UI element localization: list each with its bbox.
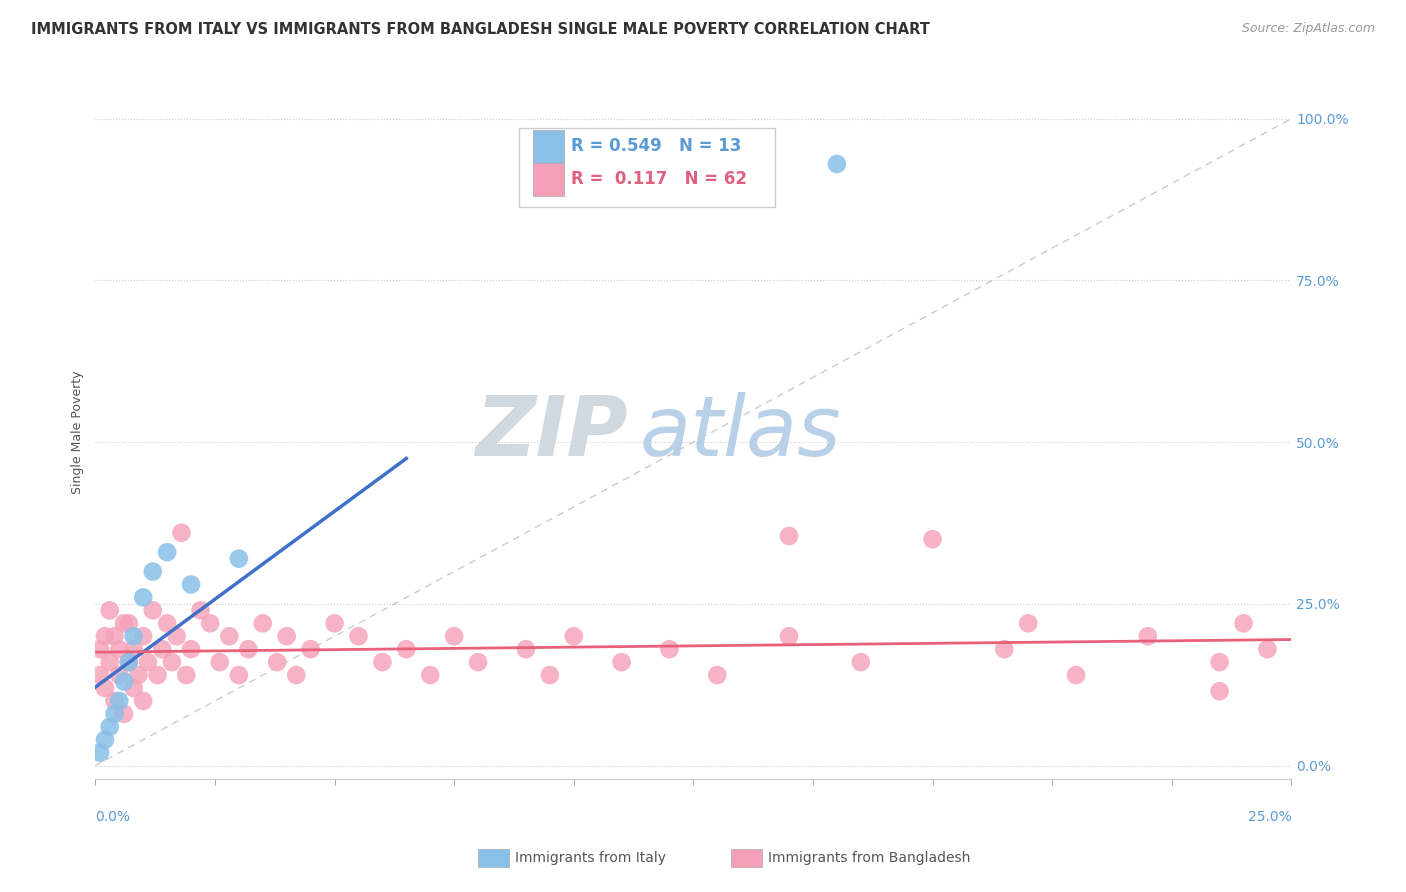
Point — [103, 706, 125, 721]
Point — [228, 551, 250, 566]
Point — [127, 668, 149, 682]
Point — [538, 668, 561, 682]
Text: Source: ZipAtlas.com: Source: ZipAtlas.com — [1241, 22, 1375, 36]
Point — [778, 629, 800, 643]
Point — [921, 532, 943, 546]
Point — [371, 655, 394, 669]
Point — [156, 545, 179, 559]
Text: atlas: atlas — [640, 392, 841, 473]
Point — [1017, 616, 1039, 631]
Point — [238, 642, 260, 657]
Point — [180, 642, 202, 657]
Point — [103, 694, 125, 708]
Point — [112, 616, 135, 631]
Point — [170, 525, 193, 540]
Point — [1064, 668, 1087, 682]
Point — [142, 565, 165, 579]
Point — [299, 642, 322, 657]
Point — [198, 616, 221, 631]
Point — [208, 655, 231, 669]
Point — [1256, 642, 1278, 657]
Point — [658, 642, 681, 657]
Point — [218, 629, 240, 643]
Point — [89, 746, 111, 760]
Point — [160, 655, 183, 669]
Point — [166, 629, 188, 643]
Point — [1232, 616, 1254, 631]
Point — [190, 603, 212, 617]
Point — [150, 642, 173, 657]
Point — [610, 655, 633, 669]
Point — [108, 694, 131, 708]
Point — [1208, 655, 1230, 669]
Point — [94, 732, 117, 747]
Point — [118, 616, 141, 631]
Y-axis label: Single Male Poverty: Single Male Poverty — [72, 371, 84, 494]
Point — [467, 655, 489, 669]
Point — [112, 706, 135, 721]
Point — [778, 529, 800, 543]
Point — [103, 629, 125, 643]
Text: Immigrants from Bangladesh: Immigrants from Bangladesh — [768, 851, 970, 865]
Point — [228, 668, 250, 682]
Point — [1208, 684, 1230, 698]
Point — [146, 668, 169, 682]
Point — [98, 603, 121, 617]
Point — [112, 674, 135, 689]
Text: R = 0.549   N = 13: R = 0.549 N = 13 — [571, 136, 742, 155]
Point — [180, 577, 202, 591]
Text: R =  0.117   N = 62: R = 0.117 N = 62 — [571, 170, 748, 188]
Point — [108, 642, 131, 657]
Text: Immigrants from Italy: Immigrants from Italy — [515, 851, 665, 865]
Text: IMMIGRANTS FROM ITALY VS IMMIGRANTS FROM BANGLADESH SINGLE MALE POVERTY CORRELAT: IMMIGRANTS FROM ITALY VS IMMIGRANTS FROM… — [31, 22, 929, 37]
Point — [266, 655, 288, 669]
Point — [108, 668, 131, 682]
Text: 0.0%: 0.0% — [96, 810, 131, 823]
Point — [136, 655, 159, 669]
Point — [443, 629, 465, 643]
Point — [94, 629, 117, 643]
Point — [825, 157, 848, 171]
Point — [395, 642, 418, 657]
Point — [706, 668, 728, 682]
Point — [419, 668, 441, 682]
Point — [323, 616, 346, 631]
Point — [89, 668, 111, 682]
Point — [276, 629, 298, 643]
Point — [993, 642, 1015, 657]
Point — [174, 668, 197, 682]
Point — [142, 603, 165, 617]
Point — [89, 642, 111, 657]
Point — [285, 668, 308, 682]
Point — [132, 629, 155, 643]
Text: ZIP: ZIP — [475, 392, 627, 473]
Point — [132, 694, 155, 708]
Point — [562, 629, 585, 643]
Point — [347, 629, 370, 643]
Point — [98, 720, 121, 734]
Point — [118, 655, 141, 669]
Point — [156, 616, 179, 631]
Point — [132, 591, 155, 605]
Point — [122, 642, 145, 657]
Point — [94, 681, 117, 695]
Point — [515, 642, 537, 657]
Point — [98, 655, 121, 669]
Point — [118, 655, 141, 669]
Text: 25.0%: 25.0% — [1247, 810, 1291, 823]
Point — [252, 616, 274, 631]
Point — [122, 681, 145, 695]
Point — [122, 629, 145, 643]
Point — [849, 655, 872, 669]
Point — [1136, 629, 1159, 643]
